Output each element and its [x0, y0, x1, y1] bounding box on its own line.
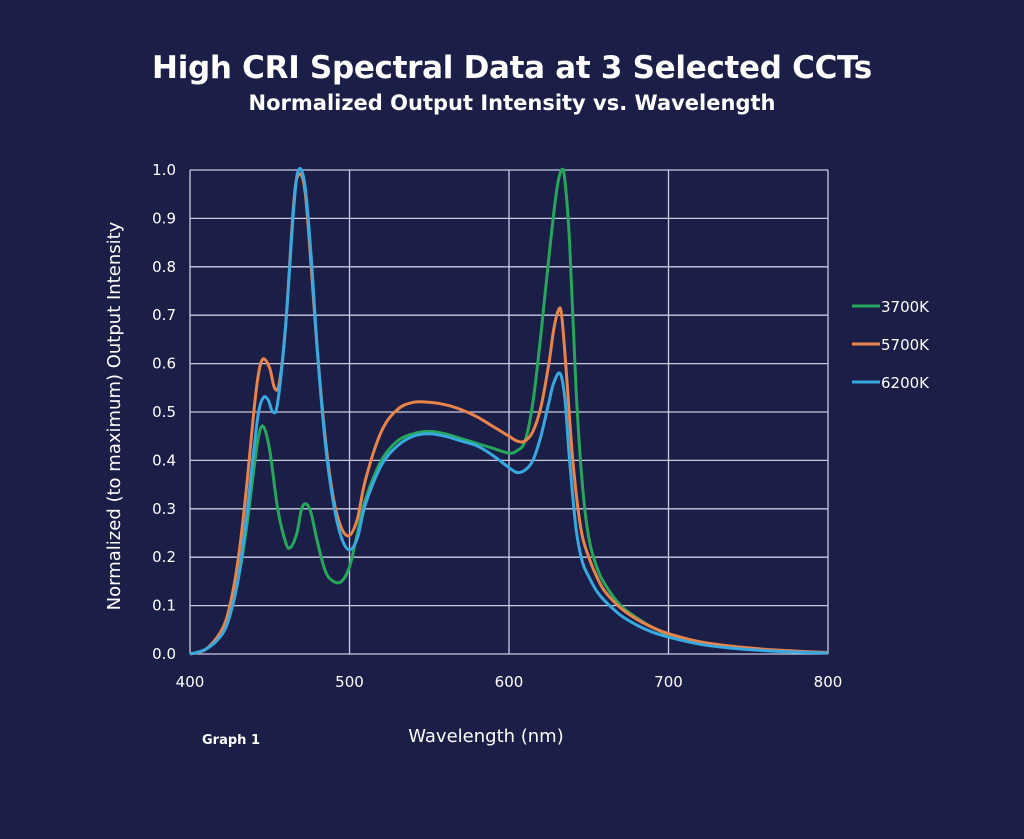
- legend-label: 6200K: [881, 374, 930, 392]
- legend-label: 3700K: [881, 298, 930, 316]
- y-tick-label: 0.6: [152, 355, 176, 373]
- grid: [189, 169, 829, 655]
- y-tick-label: 0.0: [152, 645, 176, 663]
- legend-label: 5700K: [881, 336, 930, 354]
- series-line-5700K: [189, 172, 829, 656]
- y-tick-label: 0.2: [152, 548, 176, 566]
- y-tick-label: 0.5: [152, 403, 176, 421]
- x-tick-label: 500: [335, 673, 364, 691]
- x-tick-label: 700: [654, 673, 683, 691]
- y-tick-label: 0.3: [152, 500, 176, 518]
- y-tick-label: 0.7: [152, 306, 176, 324]
- y-tick-label: 0.9: [152, 209, 176, 227]
- legend: 3700K 5700K 6200K: [852, 298, 930, 392]
- series-line-6200K: [189, 167, 829, 656]
- x-tick-label: 800: [814, 673, 843, 691]
- x-tick-label: 600: [495, 673, 524, 691]
- series-lines: [189, 167, 829, 656]
- y-tick-label: 0.8: [152, 258, 176, 276]
- legend-item-3700K: 3700K: [852, 298, 930, 316]
- chart-title: High CRI Spectral Data at 3 Selected CCT…: [152, 50, 872, 86]
- legend-item-6200K: 6200K: [852, 374, 930, 392]
- x-axis-ticks: 400 500 600 700 800: [176, 673, 843, 691]
- y-tick-label: 0.1: [152, 597, 176, 615]
- legend-item-5700K: 5700K: [852, 336, 930, 354]
- x-axis-label: Wavelength (nm): [408, 726, 564, 747]
- chart-subtitle: Normalized Output Intensity vs. Waveleng…: [248, 91, 776, 115]
- x-tick-label: 400: [176, 673, 205, 691]
- y-tick-label: 0.4: [152, 451, 176, 469]
- y-tick-label: 1.0: [152, 161, 176, 179]
- y-axis-ticks: 0.0 0.1 0.2 0.3 0.4 0.5 0.6 0.7 0.8 0.9 1.0: [152, 161, 176, 663]
- series-line-3700K: [189, 167, 829, 656]
- y-axis-label: Normalized (to maximum) Output Intensity: [104, 221, 125, 610]
- graph-caption: Graph 1: [202, 733, 260, 748]
